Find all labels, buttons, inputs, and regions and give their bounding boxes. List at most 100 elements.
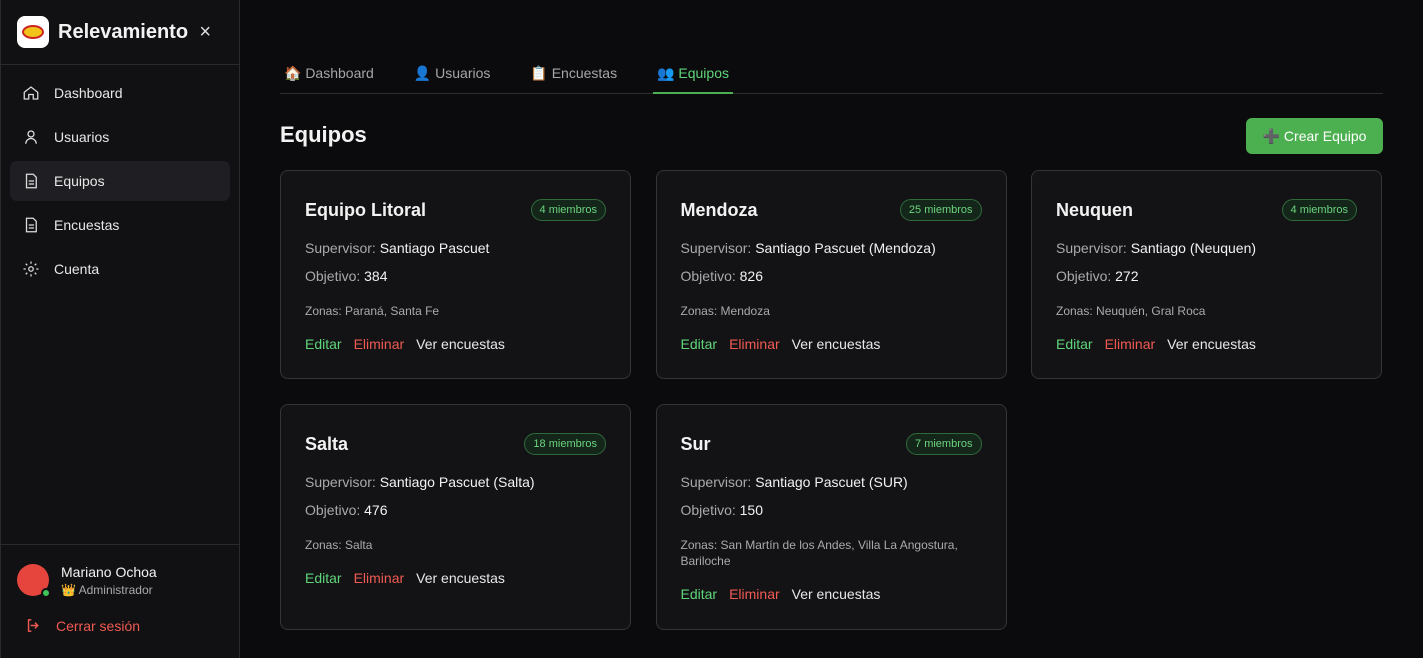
actions: Editar Eliminar Ver encuestas xyxy=(305,570,505,586)
objective: Objetivo: 272 xyxy=(1056,268,1139,284)
zones: Zonas: Neuquén, Gral Roca xyxy=(1056,303,1357,319)
member-badge: 7 miembros xyxy=(906,433,982,455)
edit-link[interactable]: Editar xyxy=(305,336,342,352)
objective-value: 384 xyxy=(364,268,388,284)
member-badge: 4 miembros xyxy=(530,199,606,221)
nav-label[interactable]: Dashboard xyxy=(54,85,123,101)
supervisor: Supervisor: Santiago Pascuet xyxy=(305,240,489,256)
objective: Objetivo: 150 xyxy=(681,502,764,518)
objective-label: Objetivo: xyxy=(680,268,736,284)
nav-item[interactable]: Cuenta xyxy=(10,249,230,289)
user-name: Mariano Ochoa xyxy=(61,564,157,580)
zones: Zonas: Mendoza xyxy=(681,303,982,319)
zones-label: Zonas: xyxy=(680,538,718,552)
zones-label: Zonas: xyxy=(1056,304,1093,318)
edit-link[interactable]: Editar xyxy=(680,336,718,352)
view-link[interactable]: Ver encuestas xyxy=(416,570,505,586)
nav-label[interactable]: Equipos xyxy=(54,173,105,189)
objective-label: Objetivo: xyxy=(305,268,361,284)
zones-label: Zonas: xyxy=(680,304,718,318)
view-link[interactable]: Ver encuestas xyxy=(791,586,881,602)
team-card: Sur 7 miembros Supervisor: Santiago Pascue… xyxy=(655,404,1007,630)
nav-item[interactable]: Encuestas xyxy=(10,205,230,245)
objective: Objetivo: 476 xyxy=(305,502,388,518)
supervisor-name: Santiago Pascuet xyxy=(379,240,490,256)
supervisor-label: Supervisor: xyxy=(1056,240,1127,256)
actions: Editar Eliminar Ver encuestas xyxy=(681,586,881,602)
supervisor-label: Supervisor: xyxy=(680,240,752,256)
view-link[interactable]: Ver encuestas xyxy=(1167,336,1256,352)
tab[interactable]: 📋 Encuestas xyxy=(530,65,618,81)
member-badge: 25 miembros xyxy=(899,199,982,221)
page-title: Equipos xyxy=(280,122,367,147)
nav-item[interactable]: Usuarios xyxy=(10,117,230,157)
supervisor: Supervisor: Santiago Pascuet (Mendoza) xyxy=(681,240,936,256)
nav-label[interactable]: Usuarios xyxy=(54,129,110,145)
avatar xyxy=(17,564,51,598)
objective-value: 272 xyxy=(1115,268,1139,284)
objective-value: 150 xyxy=(739,502,763,518)
zones-value: San Martín de los Andes, Villa La Angost… xyxy=(680,538,958,568)
edit-link[interactable]: Editar xyxy=(305,570,342,586)
zones-value: Paraná, Santa Fe xyxy=(345,304,440,318)
supervisor-label: Supervisor: xyxy=(305,474,376,490)
delete-link[interactable]: Eliminar xyxy=(729,336,780,352)
actions: Editar Eliminar Ver encuestas xyxy=(681,336,881,352)
team-name: Sur xyxy=(680,434,711,454)
member-badge: 4 miembros xyxy=(1281,199,1357,221)
tab[interactable]: 👥 Equipos xyxy=(653,62,733,94)
objective-value: 476 xyxy=(364,502,388,518)
objective-label: Objetivo: xyxy=(1056,268,1112,284)
supervisor-label: Supervisor: xyxy=(680,474,752,490)
user-role: 👑 Administrador xyxy=(61,583,153,597)
logout[interactable]: Cerrar sesión xyxy=(25,617,140,634)
delete-link[interactable]: Eliminar xyxy=(1104,336,1156,352)
objective-label: Objetivo: xyxy=(305,502,361,518)
team-card: Equipo Litoral 4 miembros Supervisor: Sant… xyxy=(280,170,631,379)
tabs: 🏠 Dashboard 👤 Usuarios 📋 Encuestas 👥 Equipo… xyxy=(280,62,1383,94)
supervisor: Supervisor: Santiago Pascuet (Salta) xyxy=(305,474,535,490)
supervisor-name: Santiago (Neuquen) xyxy=(1130,240,1257,256)
zones-value: Neuquén, Gral Roca xyxy=(1096,304,1206,318)
actions: Editar Eliminar Ver encuestas xyxy=(305,336,505,352)
objective: Objetivo: 384 xyxy=(305,268,388,284)
tab[interactable]: 👤 Usuarios xyxy=(413,65,491,81)
view-link[interactable]: Ver encuestas xyxy=(791,336,881,352)
supervisor: Supervisor: Santiago Pascuet (SUR) xyxy=(681,474,908,490)
zones: Zonas: Salta xyxy=(305,537,606,553)
logo xyxy=(17,16,49,48)
supervisor-name: Santiago Pascuet (SUR) xyxy=(755,474,908,490)
actions: Editar Eliminar Ver encuestas xyxy=(1056,336,1256,352)
nav-label[interactable]: Encuestas xyxy=(54,217,120,233)
view-link[interactable]: Ver encuestas xyxy=(416,336,505,352)
sidebar: Relevamiento × Dashboard Usuarios Equipos E… xyxy=(0,0,240,658)
close-button[interactable]: × xyxy=(199,20,211,43)
create-button[interactable]: ➕ Crear Equipo xyxy=(1246,118,1383,154)
supervisor-label: Supervisor: xyxy=(305,240,376,256)
delete-link[interactable]: Eliminar xyxy=(353,570,405,586)
edit-link[interactable]: Editar xyxy=(680,586,718,602)
nav-item[interactable]: Equipos xyxy=(10,161,230,201)
logout-label[interactable]: Cerrar sesión xyxy=(56,617,141,634)
nav-label[interactable]: Cuenta xyxy=(54,261,100,277)
nav-item[interactable]: Dashboard xyxy=(10,73,230,113)
nav: Dashboard Usuarios Equipos Encuestas Cuenta xyxy=(1,65,239,289)
supervisor-name: Santiago Pascuet (Salta) xyxy=(379,474,535,490)
team-card: Salta 18 miembros Supervisor: Santiago Pas… xyxy=(280,404,631,630)
team-name: Mendoza xyxy=(680,200,758,220)
supervisor-name: Santiago Pascuet (Mendoza) xyxy=(755,240,936,256)
brand-name: Relevamiento xyxy=(58,20,189,43)
zones-label: Zonas: xyxy=(305,538,342,552)
objective-label: Objetivo: xyxy=(680,502,736,518)
delete-link[interactable]: Eliminar xyxy=(353,336,405,352)
delete-link[interactable]: Eliminar xyxy=(729,586,780,602)
brand: Relevamiento × xyxy=(1,0,239,65)
tab[interactable]: 🏠 Dashboard xyxy=(284,65,374,81)
team-card: Neuquen 4 miembros Supervisor: Santiago (N… xyxy=(1031,170,1382,379)
team-name: Salta xyxy=(305,434,349,454)
member-badge: 18 miembros xyxy=(524,433,606,455)
edit-link[interactable]: Editar xyxy=(1056,336,1093,352)
zones-label: Zonas: xyxy=(305,304,342,318)
